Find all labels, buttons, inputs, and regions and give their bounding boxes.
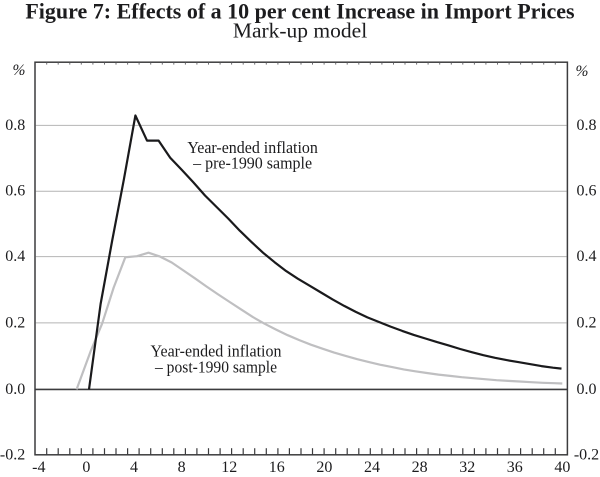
svg-text:%: % [576, 63, 589, 80]
svg-text:0.4: 0.4 [577, 248, 597, 265]
svg-text:Mark-up model: Mark-up model [233, 19, 367, 43]
svg-text:Year-ended inflation: Year-ended inflation [151, 342, 282, 361]
svg-text:– pre-1990 sample: – pre-1990 sample [192, 153, 312, 172]
svg-text:0.2: 0.2 [5, 314, 25, 331]
svg-text:32: 32 [459, 459, 475, 476]
svg-text:0.2: 0.2 [577, 314, 597, 331]
svg-text:0: 0 [82, 459, 90, 476]
svg-text:-4: -4 [32, 459, 45, 476]
svg-text:Figure 7: Effects of a 10 per: Figure 7: Effects of a 10 per cent Incre… [25, 0, 575, 24]
svg-text:0.0: 0.0 [5, 381, 25, 398]
svg-text:Year-ended inflation: Year-ended inflation [187, 138, 318, 157]
svg-text:16: 16 [269, 459, 285, 476]
svg-text:0.8: 0.8 [577, 117, 597, 134]
svg-text:0.8: 0.8 [5, 117, 25, 134]
svg-text:40: 40 [554, 459, 570, 476]
svg-text:-0.2: -0.2 [0, 446, 25, 463]
svg-text:0.6: 0.6 [577, 183, 597, 200]
svg-text:12: 12 [221, 459, 237, 476]
svg-text:8: 8 [178, 459, 186, 476]
svg-text:0.6: 0.6 [5, 183, 25, 200]
svg-text:20: 20 [316, 459, 332, 476]
svg-text:0.4: 0.4 [5, 248, 25, 265]
svg-text:24: 24 [364, 459, 380, 476]
svg-text:%: % [13, 62, 26, 79]
svg-text:-0.2: -0.2 [574, 446, 599, 463]
svg-text:0.0: 0.0 [577, 381, 597, 398]
svg-text:36: 36 [507, 459, 523, 476]
svg-text:– post-1990 sample: – post-1990 sample [154, 358, 277, 377]
svg-text:28: 28 [412, 459, 428, 476]
svg-text:4: 4 [130, 459, 138, 476]
